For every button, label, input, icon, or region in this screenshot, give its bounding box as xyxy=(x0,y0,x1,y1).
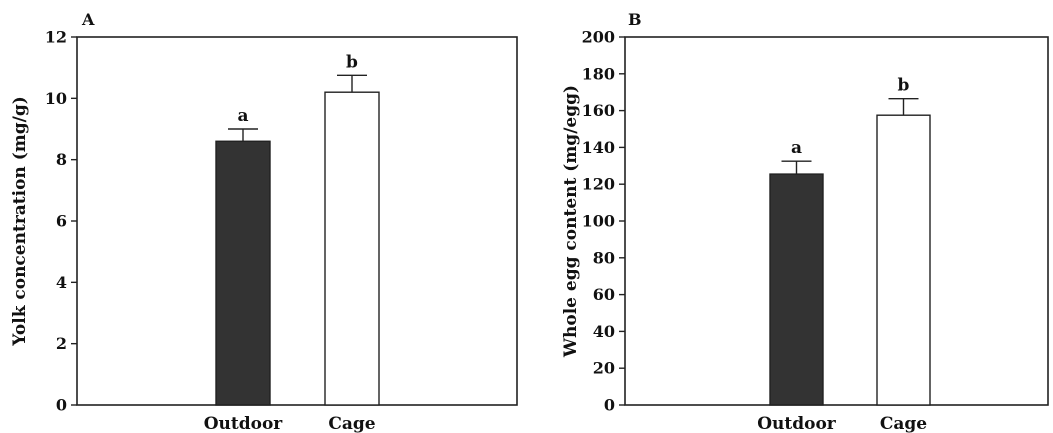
y-tick-label: 180 xyxy=(582,64,615,83)
significance-label: a xyxy=(237,106,248,126)
y-axis-title: Whole egg content (mg/egg) xyxy=(561,85,581,358)
category-label-outdoor: Outdoor xyxy=(204,414,284,433)
plot-frame xyxy=(624,36,1049,406)
significance-label: a xyxy=(791,138,802,158)
plot-frame xyxy=(76,36,518,406)
y-tick-label: 120 xyxy=(582,175,615,194)
y-tick-label: 60 xyxy=(593,285,615,304)
bar-cage xyxy=(324,91,380,406)
y-tick-label: 40 xyxy=(593,322,615,341)
y-tick-label: 140 xyxy=(582,138,615,157)
y-tick-label: 10 xyxy=(45,89,67,108)
chart-panel-b: B 0 20 40 60 80 100 120 140 160 180 200 Whole egg co… xyxy=(561,10,1049,433)
y-tick-label: 100 xyxy=(582,212,615,231)
category-label-outdoor: Outdoor xyxy=(757,414,837,433)
panel-label: A xyxy=(81,10,95,29)
significance-label: b xyxy=(898,76,910,96)
bar-outdoor xyxy=(769,173,824,406)
category-label-cage: Cage xyxy=(880,414,927,433)
significance-label: b xyxy=(346,52,358,72)
bar-cage xyxy=(876,114,931,406)
chart-panel-a: A 0 2 4 6 8 10 12 Yolk concentration (mg/g) a Outd… xyxy=(10,10,518,433)
panel-label: B xyxy=(628,10,642,29)
y-tick-label: 8 xyxy=(56,150,67,169)
y-axis-title: Yolk concentration (mg/g) xyxy=(10,96,30,347)
y-tick-label: 200 xyxy=(582,28,615,47)
y-tick-label: 0 xyxy=(56,396,67,415)
y-tick-label: 160 xyxy=(582,101,615,120)
category-label-cage: Cage xyxy=(328,414,375,433)
bar-outdoor xyxy=(215,140,271,406)
y-tick-label: 20 xyxy=(593,359,615,378)
y-tick-label: 6 xyxy=(56,212,67,231)
y-tick-label: 12 xyxy=(45,28,67,47)
y-tick-label: 4 xyxy=(56,273,67,292)
y-tick-label: 0 xyxy=(604,396,615,415)
y-tick-label: 80 xyxy=(593,248,615,267)
y-tick-label: 2 xyxy=(56,334,67,353)
